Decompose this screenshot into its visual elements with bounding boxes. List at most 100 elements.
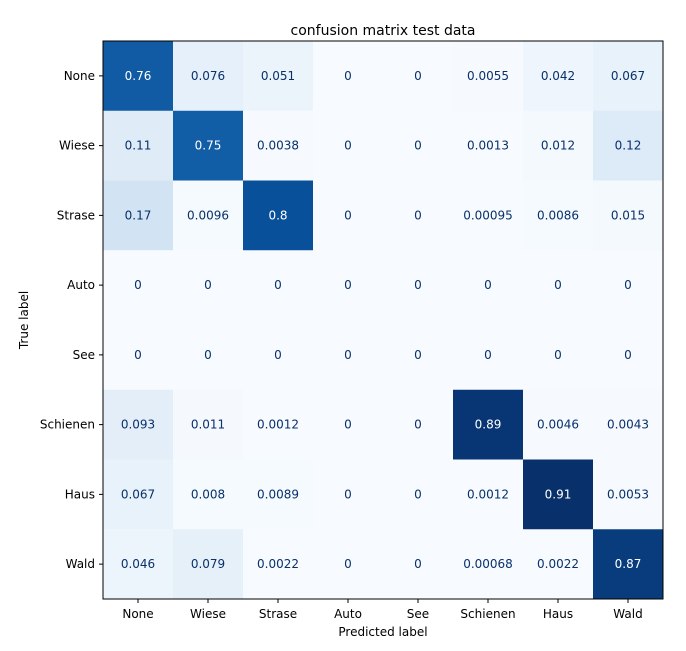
heatmap-cell: [593, 529, 664, 600]
heatmap-cell: [593, 180, 664, 251]
heatmap-cell: [593, 250, 664, 321]
heatmap-cell: [173, 110, 244, 181]
y-axis-label: True label: [17, 291, 31, 350]
cell-value-label: 0.0089: [257, 487, 299, 501]
heatmap-cell: [523, 459, 594, 530]
heatmap-cell: [383, 320, 454, 391]
heatmap-cell: [593, 320, 664, 391]
cell-value-label: 0.0022: [537, 557, 579, 571]
heatmap-cell: [383, 110, 454, 181]
heatmap-cell: [243, 180, 314, 251]
axis-ticks: None Wiese Strase Auto See Schienen Haus Wald No…: [40, 69, 643, 621]
cell-value-label: 0.8: [268, 208, 287, 222]
cell-value-label: 0: [134, 348, 142, 362]
heatmap-cell: [453, 250, 524, 321]
heatmap-cell: [453, 180, 524, 251]
heatmap-cell: [173, 389, 244, 460]
cell-value-label: 0.0055: [467, 69, 509, 83]
heatmap-cell: [523, 320, 594, 391]
heatmap-cell: [313, 250, 384, 321]
x-tick-label: Wald: [613, 607, 642, 621]
y-tick-label: See: [73, 348, 95, 362]
cell-value-label: 0: [344, 69, 352, 83]
cell-value-label: 0.0086: [537, 208, 579, 222]
heatmap-cell: [383, 529, 454, 600]
heatmap-cell: [173, 180, 244, 251]
cell-value-label: 0.067: [611, 69, 645, 83]
cell-value-label: 0.0022: [257, 557, 299, 571]
cell-value-label: 0.0046: [537, 418, 579, 432]
cell-value-label: 0.76: [125, 69, 152, 83]
heatmap-cell: [593, 110, 664, 181]
plot-frame: [102, 40, 664, 600]
heatmap-cell: [313, 110, 384, 181]
cell-value-label: 0.012: [541, 139, 575, 153]
cell-value-label: 0: [344, 139, 352, 153]
cell-value-label: 0.12: [615, 139, 642, 153]
cell-value-label: 0: [414, 418, 422, 432]
cell-value-label: 0: [414, 348, 422, 362]
heatmap-cell: [383, 250, 454, 321]
heatmap-cell: [103, 180, 174, 251]
heatmap-cells: 0.76 0.076 0.051 0 0 0.0055 0.042 0.067 0.11 0.75…: [103, 41, 664, 600]
y-tick-label: Wald: [66, 557, 95, 571]
heatmap-cell: [103, 529, 174, 600]
cell-value-label: 0: [274, 348, 282, 362]
cell-value-label: 0.89: [475, 418, 502, 432]
cell-value-label: 0: [344, 557, 352, 571]
cell-value-label: 0.0053: [607, 487, 649, 501]
cell-value-label: 0: [554, 278, 562, 292]
x-tick-label: Wiese: [190, 607, 226, 621]
x-axis-label: Predicted label: [338, 625, 427, 639]
heatmap-cell: [593, 41, 664, 112]
cell-value-label: 0: [204, 278, 212, 292]
cell-value-label: 0: [624, 278, 632, 292]
y-tick-label: Haus: [65, 487, 95, 501]
cell-value-label: 0: [414, 487, 422, 501]
cell-value-label: 0.0013: [467, 139, 509, 153]
cell-value-label: 0: [414, 69, 422, 83]
heatmap-cell: [313, 180, 384, 251]
heatmap-cell: [103, 389, 174, 460]
heatmap-cell: [103, 459, 174, 530]
heatmap-cell: [523, 529, 594, 600]
heatmap-cell: [103, 320, 174, 391]
cell-value-label: 0: [204, 348, 212, 362]
cell-value-label: 0: [134, 278, 142, 292]
heatmap-cell: [313, 389, 384, 460]
heatmap-cell: [173, 320, 244, 391]
cell-value-label: 0: [274, 278, 282, 292]
heatmap-cell: [453, 459, 524, 530]
heatmap-cell: [453, 41, 524, 112]
heatmap-cell: [103, 250, 174, 321]
heatmap-cell: [523, 250, 594, 321]
cell-value-label: 0.00095: [463, 208, 513, 222]
x-tick-label: Schienen: [460, 607, 515, 621]
cell-value-label: 0.067: [121, 487, 155, 501]
heatmap-cell: [243, 459, 314, 530]
heatmap-cell: [523, 180, 594, 251]
heatmap-cell: [243, 41, 314, 112]
cell-value-label: 0: [554, 348, 562, 362]
cell-value-label: 0: [344, 348, 352, 362]
heatmap-cell: [593, 389, 664, 460]
heatmap-cell: [313, 459, 384, 530]
heatmap-cell: [103, 41, 174, 112]
heatmap-cell: [453, 110, 524, 181]
heatmap-cell: [523, 389, 594, 460]
cell-value-label: 0: [484, 348, 492, 362]
x-tick-label: Auto: [334, 607, 362, 621]
cell-value-label: 0: [344, 278, 352, 292]
cell-value-label: 0.093: [121, 418, 155, 432]
heatmap-cell: [383, 459, 454, 530]
cell-value-label: 0.051: [261, 69, 295, 83]
x-tick-label: Haus: [543, 607, 573, 621]
x-tick-label: See: [407, 607, 429, 621]
cell-value-label: 0.87: [615, 557, 642, 571]
cell-value-label: 0: [344, 208, 352, 222]
cell-value-label: 0.015: [611, 208, 645, 222]
y-tick-label: Auto: [67, 278, 95, 292]
heatmap-cell: [383, 41, 454, 112]
